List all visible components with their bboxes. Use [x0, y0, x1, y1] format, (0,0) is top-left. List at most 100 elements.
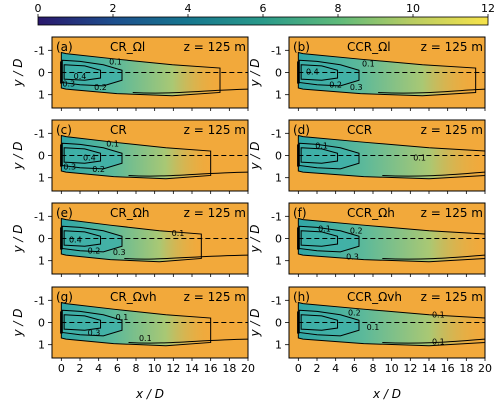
- x-tick-label: 8: [370, 362, 377, 375]
- x-tick-label: 14: [422, 362, 436, 375]
- panel-height: z = 125 m: [421, 290, 483, 304]
- contour-inner: [300, 230, 339, 247]
- colorbar-tick-label: 10: [406, 2, 420, 15]
- contour-inner: [300, 147, 339, 164]
- x-tick-label: 8: [133, 362, 140, 375]
- contour-label: 0.1: [109, 57, 122, 66]
- y-tick-label: -1: [34, 44, 45, 57]
- panel-height: z = 125 m: [421, 40, 483, 54]
- x-tick-label: 12: [166, 362, 180, 375]
- panel-plot-area: 0.1 0.4 0.2 0.3: [297, 51, 485, 97]
- y-tick-label: -1: [271, 127, 282, 140]
- contour-0.1-lower: [128, 171, 248, 177]
- x-tick-label: 18: [459, 362, 473, 375]
- contour-0.1-lower: [382, 171, 485, 177]
- y-tick-label: 0: [38, 150, 45, 163]
- y-axis-label: y / D: [248, 308, 262, 337]
- wake-region: [297, 134, 485, 180]
- contour-0.1-lower: [382, 254, 485, 260]
- wake-region: [297, 217, 485, 263]
- colorbar-tick-label: 6: [260, 2, 267, 15]
- panel-4: 0.1 0.1 -1 0 1 (d) CCR z = 125 m: [271, 119, 486, 194]
- x-tick-label: 0: [295, 362, 302, 375]
- contour-label: 0.1: [367, 323, 380, 332]
- contour-label: 0.3: [63, 163, 76, 172]
- contour-inner: [63, 64, 102, 81]
- panel-case: CCR: [347, 123, 372, 137]
- contour-0.1-lower: [128, 338, 248, 344]
- x-tick-label: 2: [314, 362, 321, 375]
- x-tick-label: 20: [241, 362, 255, 375]
- panel-tag: (b): [293, 40, 310, 54]
- panel-tag: (f): [293, 206, 307, 220]
- panel-tag: (d): [293, 123, 310, 137]
- contour-0.1-lower: [124, 254, 248, 260]
- contour-label: 0.2: [94, 83, 107, 92]
- panel-plot-area: 0.1 0.3 0.1: [60, 301, 248, 347]
- panel-1: 0.1 0.40.3 0.2 -1 0 1 (a) CR_Ωl z = 125 m: [34, 36, 249, 111]
- panel-tag: (g): [56, 290, 73, 304]
- y-tick-label: 0: [38, 233, 45, 246]
- y-tick-label: 0: [275, 150, 282, 163]
- colorbar: 0 2 4 6 8 10 12: [35, 2, 495, 26]
- panel-tag: (c): [56, 123, 72, 137]
- panel-3: 0.1 0.4 0.3 0.2 -1 0 1 (c) CR z = 125 m: [34, 119, 249, 194]
- panel-plot-area: 0.1 0.2 0.1 0.1: [297, 301, 485, 346]
- x-tick-label: 0: [58, 362, 65, 375]
- panel-height: z = 125 m: [421, 206, 483, 220]
- contour-0.1-lower: [378, 88, 485, 94]
- contour-label: 0.1: [106, 139, 119, 148]
- contour-label: 0.1: [413, 154, 426, 163]
- panel-plot-area: 0.1 0.40.3 0.2: [60, 51, 248, 97]
- x-axis-label: x / D: [135, 387, 164, 401]
- panel-height: z = 125 m: [184, 290, 246, 304]
- y-tick-label: 0: [275, 233, 282, 246]
- contour-label: 0.1: [315, 142, 328, 151]
- panel-tag: (h): [293, 290, 310, 304]
- panel-plot-area: 0.1 0.4 0.2 0.3: [60, 217, 248, 263]
- panel-plot-area: 0.1 0.2 0.3: [297, 217, 485, 263]
- y-tick-label: 1: [275, 255, 282, 268]
- colorbar-tick-label: 2: [110, 2, 117, 15]
- contour-label: 0.1: [432, 311, 445, 320]
- y-tick-label: 1: [275, 89, 282, 102]
- y-tick-label: 1: [275, 172, 282, 185]
- contour-inner: [300, 64, 339, 81]
- contour-inner: [63, 230, 102, 247]
- x-tick-label: 12: [403, 362, 417, 375]
- y-tick-label: 1: [275, 339, 282, 352]
- y-tick-label: 0: [38, 67, 45, 80]
- contour-label: 0.1: [432, 337, 445, 346]
- panel-height: z = 125 m: [184, 123, 246, 137]
- x-tick-label: 2: [77, 362, 84, 375]
- panel-2: 0.1 0.4 0.2 0.3 -1 0 1 (b) CCR_Ωl z = 125 m: [271, 36, 486, 111]
- y-tick-label: -1: [271, 210, 282, 223]
- y-axis-label: y / D: [11, 141, 25, 170]
- panel-plot-area: 0.1 0.1: [297, 134, 485, 180]
- colorbar-tick-label: 0: [35, 2, 42, 15]
- y-tick-label: -1: [34, 294, 45, 307]
- contour-label: 0.4: [83, 154, 96, 163]
- x-tick-label: 16: [441, 362, 455, 375]
- panel-case: CR: [110, 123, 127, 137]
- contour-label: 0.2: [92, 165, 105, 174]
- x-tick-label: 6: [351, 362, 358, 375]
- contour-label: 0.1: [116, 313, 129, 322]
- panel-height: z = 125 m: [184, 40, 246, 54]
- contour-label: 0.1: [172, 229, 185, 238]
- y-axis-label: y / D: [248, 58, 262, 87]
- axis-labels: x / D y / D y / D y / D y / D x / D y / D y / D…: [11, 58, 401, 401]
- contour-label: 0.1: [139, 334, 152, 343]
- contour-label: 0.1: [318, 225, 331, 234]
- contour-label: 0.3: [350, 83, 363, 92]
- y-axis-label: y / D: [11, 224, 25, 253]
- contour-inner: [300, 314, 339, 331]
- panel-tag: (e): [56, 206, 73, 220]
- y-tick-label: 1: [38, 339, 45, 352]
- y-axis-label: y / D: [248, 224, 262, 253]
- x-tick-label: 6: [114, 362, 121, 375]
- panel-case: CCR_Ωh: [347, 206, 395, 220]
